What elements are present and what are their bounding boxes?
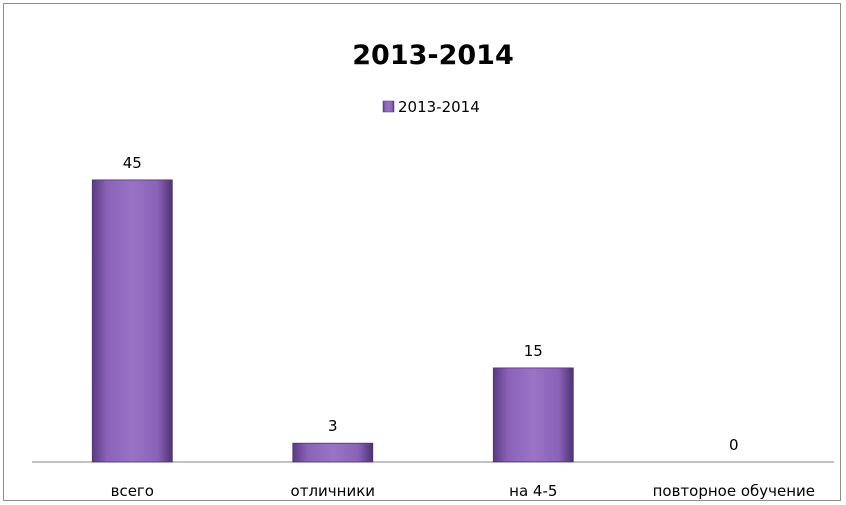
bar-1	[292, 442, 374, 463]
data-label-0: 45	[123, 154, 142, 172]
data-label-1: 3	[328, 417, 338, 435]
data-label-3: 0	[729, 436, 739, 454]
x-tick-label-3: повторное обучение	[653, 482, 815, 500]
legend-label: 2013-2014	[398, 98, 480, 116]
data-labels: 45 3 15 0	[123, 154, 739, 454]
x-tick-label-2: на 4-5	[509, 482, 557, 500]
legend-swatch	[382, 100, 395, 113]
x-tick-label-1: отличники	[291, 482, 375, 500]
plot-area: 45 3 15 0 всего отличники на 4-5 повторное обу…	[32, 154, 834, 500]
bar-2	[492, 367, 574, 463]
x-tick-label-0: всего	[111, 482, 154, 500]
data-label-2: 15	[524, 342, 543, 360]
legend: 2013-2014	[382, 98, 480, 116]
x-tick-labels: всего отличники на 4-5 повторное обучение	[111, 482, 815, 500]
bar-0	[91, 179, 173, 463]
bars	[91, 179, 574, 463]
chart-title: 2013-2014	[352, 40, 514, 71]
